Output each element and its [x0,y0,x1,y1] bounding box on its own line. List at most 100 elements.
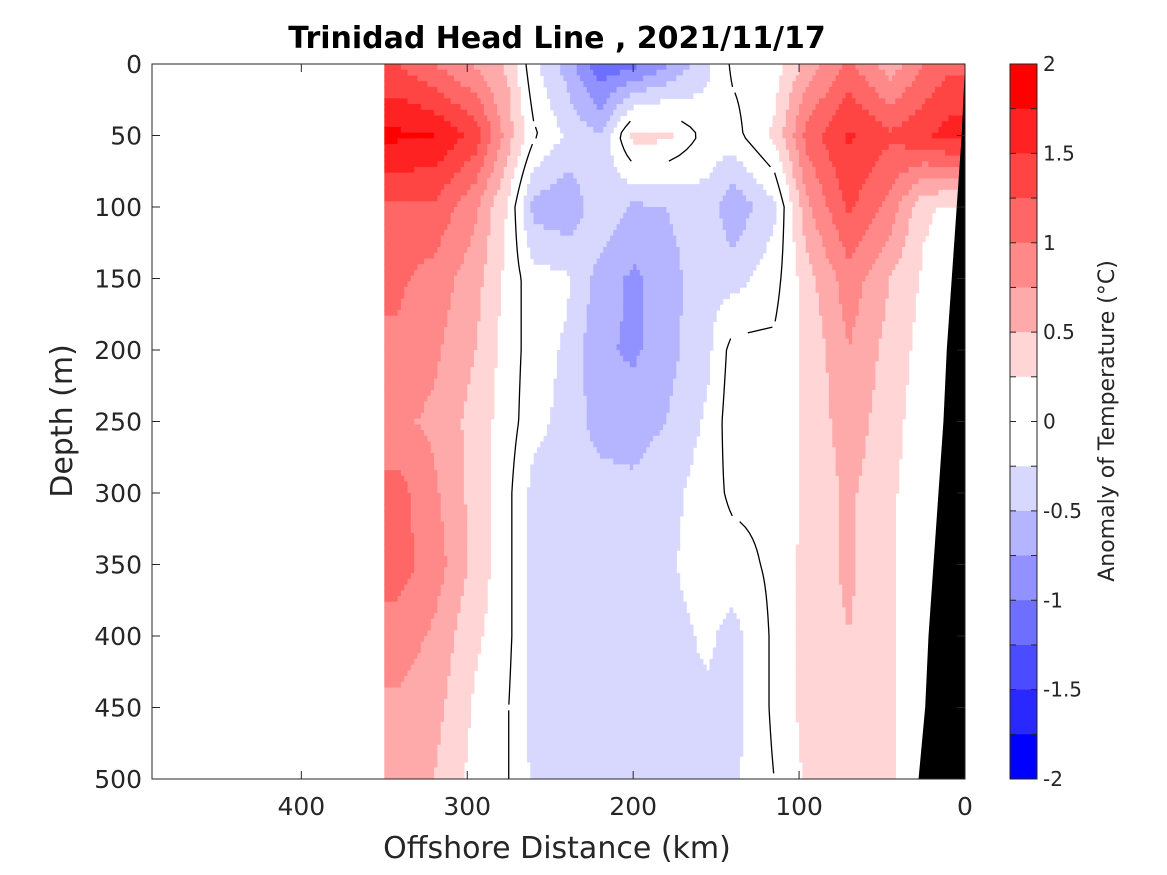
heatmap-cell [390,189,395,197]
heatmap-cell [513,81,518,88]
heatmap-cell [400,378,405,385]
heatmap-cell [397,498,402,506]
heatmap-cell [490,378,495,385]
heatmap-cell [430,544,435,551]
heatmap-cell [440,470,445,477]
heatmap-cell [463,104,468,111]
heatmap-cell [404,390,409,397]
heatmap-cell [424,178,429,185]
heatmap-cell [400,487,405,494]
heatmap-cell [417,470,422,477]
heatmap-cell [394,126,399,134]
heatmap-cell [410,407,415,414]
heatmap-cell [457,104,462,111]
heatmap-cell [417,344,422,351]
heatmap-cell [394,292,399,300]
heatmap-cell [390,756,395,763]
heatmap-cell [460,521,465,528]
heatmap-cell [424,201,429,208]
heatmap-cell [457,109,462,117]
heatmap-cell [420,212,425,220]
heatmap-cell [404,641,409,649]
heatmap-cell [447,515,452,523]
heatmap-cell [440,636,445,643]
heatmap-cell [397,744,402,751]
heatmap-cell [420,315,425,322]
heatmap-cell [424,212,429,220]
heatmap-cell [384,264,389,271]
heatmap-cell [404,407,409,414]
heatmap-cell [457,418,462,425]
heatmap-cell [414,126,419,134]
heatmap-cell [407,733,412,740]
heatmap-cell [430,618,435,626]
heatmap-cell [444,292,448,300]
heatmap-cell [447,756,452,763]
heatmap-cell [447,384,452,391]
heatmap-cell [397,475,402,483]
heatmap-cell [440,624,445,631]
heatmap-cell [450,361,455,368]
heatmap-cell [437,458,442,465]
heatmap-cell [457,292,462,300]
heatmap-cell [424,750,429,757]
heatmap-cell [407,207,412,214]
heatmap-cell [417,653,422,660]
heatmap-cell [420,767,425,774]
heatmap-cell [384,441,389,448]
heatmap-cell [387,161,392,168]
heatmap-cell [424,81,429,88]
heatmap-cell [387,447,392,454]
heatmap-cell [417,172,422,179]
heatmap-cell [387,298,392,305]
heatmap-cell [404,452,409,460]
heatmap-cell [390,590,395,597]
heatmap-cell [457,166,462,174]
heatmap-cell [444,166,448,174]
heatmap-cell [400,121,405,128]
heatmap-cell [440,172,445,179]
heatmap-cell [460,716,465,723]
heatmap-cell [394,578,399,586]
heatmap-cell [417,149,422,157]
heatmap-cell [387,641,392,649]
heatmap-cell [424,86,429,94]
heatmap-cell [407,750,412,757]
heatmap-cell [453,687,458,694]
heatmap-cell [447,81,452,88]
heatmap-cell [430,527,435,534]
heatmap-cell [434,653,438,660]
heatmap-cell [440,613,445,620]
heatmap-cell [447,121,452,128]
heatmap-cell [407,172,412,179]
heatmap-cell [430,367,435,374]
heatmap-cell [404,309,409,317]
heatmap-cell [387,544,392,551]
heatmap-cell [447,676,452,683]
heatmap-cell [384,172,389,179]
heatmap-cell [414,510,419,517]
heatmap-cell [434,144,438,151]
heatmap-cell [427,161,432,168]
heatmap-cell [384,481,389,488]
heatmap-cell [407,704,412,711]
heatmap-cell [387,567,392,574]
heatmap-cell [394,264,399,271]
heatmap-cell [384,498,389,506]
heatmap-cell [447,584,452,591]
heatmap-cell [397,458,402,465]
heatmap-cell [400,350,405,357]
heatmap-cell [387,721,392,729]
heatmap-cell [444,698,448,706]
heatmap-cell [473,658,478,666]
heatmap-cell [410,178,415,185]
heatmap-cell [404,441,409,448]
heatmap-cell [394,653,399,660]
heatmap-cell [434,258,438,265]
heatmap-cell [404,618,409,626]
heatmap-cell [410,126,415,134]
heatmap-cell [457,407,462,414]
heatmap-cell [427,435,432,443]
heatmap-cell [453,218,458,225]
heatmap-cell [444,155,448,162]
